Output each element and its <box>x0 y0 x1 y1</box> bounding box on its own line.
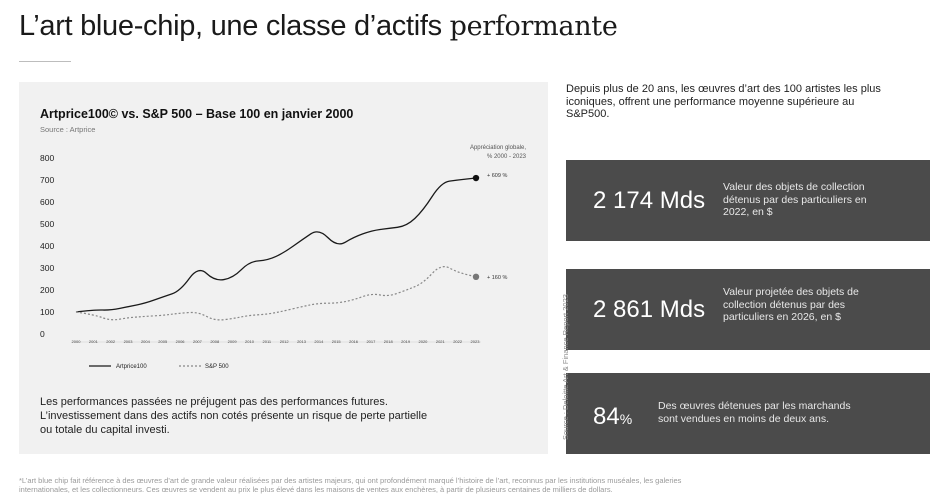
x-tick-label: 2013 <box>297 339 307 344</box>
x-tick-label: 2008 <box>210 339 220 344</box>
series-end-marker <box>472 273 480 280</box>
appreciation-label-line1: Appréciation globale, <box>470 145 526 151</box>
x-tick-label: 2000 <box>72 339 82 344</box>
stat-desc-line: Des œuvres détenues par les marchands <box>658 400 851 412</box>
x-tick-label: 2022 <box>453 339 463 344</box>
legend-label: S&P 500 <box>205 364 229 370</box>
series-line-sp500 <box>75 266 477 321</box>
x-tick-label: 2007 <box>193 339 203 344</box>
series-end-label: + 609 % <box>487 173 507 179</box>
y-tick-label: 400 <box>40 241 54 251</box>
x-tick-label: 2001 <box>89 339 99 344</box>
intro-line: S&P500. <box>566 108 610 120</box>
x-tick-label: 2003 <box>124 339 134 344</box>
stat-value: 2 861 Mds <box>593 296 705 324</box>
page-title: L’art blue-chip, une classe d’actifs per… <box>19 10 618 43</box>
chart-panel: Artprice100© vs. S&P 500 – Base 100 en j… <box>19 82 548 454</box>
footnote: *L’art blue chip fait référence à des œu… <box>19 476 934 494</box>
line-chart: Appréciation globale, % 2000 - 2023 0 100… <box>40 145 527 370</box>
x-tick-label: 2018 <box>384 339 394 344</box>
x-tick-label: 2010 <box>245 339 255 344</box>
x-tick-label: 2017 <box>366 339 376 344</box>
stat-desc-line: collection détenus par des <box>723 298 845 311</box>
y-tick-label: 800 <box>40 153 54 163</box>
x-tick-label: 2015 <box>332 339 342 344</box>
y-tick-label: 100 <box>40 307 54 317</box>
x-tick-label: 2020 <box>419 339 429 344</box>
y-tick-label: 500 <box>40 219 54 229</box>
x-tick-label: 2023 <box>471 339 481 344</box>
stat-box-collection-2022: 2 174 Mds Valeur des objets de collectio… <box>566 160 930 241</box>
stat-desc-line: détenus par des particuliers en <box>723 193 867 206</box>
stat-value-number: 84 <box>593 403 620 430</box>
legend-label: Artprice100 <box>116 364 147 370</box>
x-tick-label: 2005 <box>158 339 168 344</box>
stat-value-number: 2 861 Mds <box>593 296 706 323</box>
x-tick-label: 2002 <box>106 339 116 344</box>
chart-source: Source : Artprice <box>40 125 96 134</box>
disclaimer-line: L’investissement dans des actifs non cot… <box>40 410 428 422</box>
series-end-marker <box>472 174 480 182</box>
y-tick-label: 300 <box>40 263 54 273</box>
stat-desc-line: sont vendues en moins de deux ans. <box>658 412 830 425</box>
disclaimer-line: Les performances passées ne préjugent pa… <box>40 396 388 408</box>
series-end-label: + 160 % <box>487 275 507 281</box>
stat-desc-line: Valeur des objets de collection <box>723 181 865 193</box>
x-tick-label: 2016 <box>349 339 359 344</box>
page-title-main: L’art blue-chip, une classe d’actifs <box>19 10 450 42</box>
vertical-source: Source : Deloitte Art & Finance Report 2… <box>561 294 570 440</box>
x-tick-label: 2021 <box>436 339 446 344</box>
x-tick-label: 2004 <box>141 339 151 344</box>
stat-box-dealers-sales: 84% Des œuvres détenues par les marchand… <box>566 373 930 454</box>
stat-desc-line: 2022, en $ <box>723 206 773 218</box>
y-tick-label: 600 <box>40 197 54 207</box>
intro-line: iconiques, offrent une performance moyen… <box>566 95 855 108</box>
y-tick-label: 700 <box>40 175 54 185</box>
stat-description: Valeur projetée des objets de collection… <box>723 286 859 324</box>
x-tick-label: 2006 <box>176 339 186 344</box>
chart-title: Artprice100© vs. S&P 500 – Base 100 en j… <box>40 107 354 121</box>
stat-value-unit: % <box>619 411 633 427</box>
intro-line: Depuis plus de 20 ans, les œuvres d’art … <box>566 83 881 95</box>
stat-description: Valeur des objets de collection détenus … <box>723 181 867 219</box>
footnote-line: internationales, et les collectionneurs.… <box>19 485 613 494</box>
stat-desc-line: particuliers en 2026, en $ <box>723 311 841 323</box>
intro-text: Depuis plus de 20 ans, les œuvres d’art … <box>566 83 938 121</box>
x-tick-label: 2019 <box>401 339 411 344</box>
disclaimer: Les performances passées ne préjugent pa… <box>40 395 510 437</box>
stat-description: Des œuvres détenues par les marchands so… <box>658 400 851 425</box>
x-tick-label: 2009 <box>228 339 238 344</box>
series-line-artprice100 <box>75 177 477 313</box>
stat-desc-line: Valeur projetée des objets de <box>723 286 859 298</box>
stat-value-number: 2 174 Mds <box>593 187 706 214</box>
disclaimer-line: ou totale du capital investi. <box>40 424 170 436</box>
x-tick-label: 2012 <box>280 339 290 344</box>
stat-value: 84% <box>593 403 632 431</box>
page-title-accent: performante <box>449 11 618 42</box>
appreciation-label-line2: % 2000 - 2023 <box>487 154 527 160</box>
title-divider <box>19 61 71 62</box>
y-tick-label: 0 <box>40 329 45 339</box>
x-tick-label: 2011 <box>263 339 272 344</box>
footnote-line: *L’art blue chip fait référence à des œu… <box>19 476 682 485</box>
y-tick-label: 200 <box>40 285 54 295</box>
stat-box-collection-2026: 2 861 Mds Valeur projetée des objets de … <box>566 269 930 350</box>
stat-value: 2 174 Mds <box>593 187 705 215</box>
x-tick-label: 2014 <box>314 339 324 344</box>
